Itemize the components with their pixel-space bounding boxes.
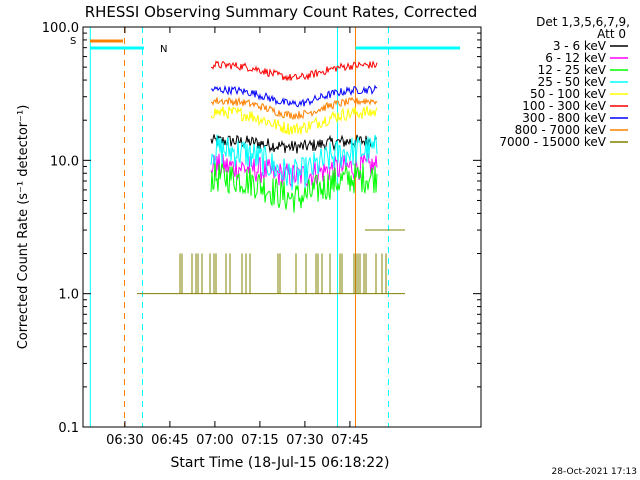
y-tick-label: 1.0 xyxy=(58,288,79,303)
legend-label: 6 - 12 keV xyxy=(545,51,607,65)
series-line xyxy=(210,60,378,82)
legend-label: 25 - 50 keV xyxy=(538,75,607,89)
flag-label: S xyxy=(70,36,76,47)
x-tick-label: 07:45 xyxy=(331,433,368,448)
legend-label: 100 - 300 keV xyxy=(522,99,606,113)
x-axis-label: Start Time (18-Jul-15 06:18:22) xyxy=(170,455,389,471)
y-axis: 100.0 10.0 1.0 0.1 xyxy=(42,21,481,436)
series-line xyxy=(210,96,378,121)
series-line xyxy=(210,105,378,136)
x-tick-label: 07:15 xyxy=(241,433,278,448)
legend-label: 3 - 6 keV xyxy=(553,39,607,53)
series-line xyxy=(210,134,378,154)
footer-timestamp: 28-Oct-2021 17:13 xyxy=(552,467,637,477)
legend-header-line-1: Det 1,3,5,6,7,9, xyxy=(536,15,630,29)
chart-title: RHESSI Observing Summary Count Rates, Co… xyxy=(85,3,478,21)
plot-content: SN xyxy=(70,27,460,427)
legend-label: 800 - 7000 keV xyxy=(515,123,607,137)
x-tick-label: 06:45 xyxy=(151,433,188,448)
legend-label: 7000 - 15000 keV xyxy=(499,135,606,149)
series-line xyxy=(210,161,378,213)
y-tick-label: 10.0 xyxy=(50,154,79,169)
plot-frame xyxy=(82,26,482,428)
legend-label: 50 - 100 keV xyxy=(530,87,607,101)
y-axis-label: Corrected Count Rate (s⁻¹ detector⁻¹) xyxy=(16,105,31,350)
flag-label: N xyxy=(160,44,167,55)
x-axis: 06:30 06:45 07:00 07:15 07:30 07:45 xyxy=(106,27,369,448)
y-tick-label: 0.1 xyxy=(58,421,79,436)
y-tick-label: 100.0 xyxy=(42,21,79,36)
series-line xyxy=(210,84,378,108)
legend-header-line-2: Att 0 xyxy=(597,27,626,41)
legend-label: 12 - 25 keV xyxy=(538,63,607,77)
legend-label: 300 - 800 keV xyxy=(522,111,606,125)
series-line xyxy=(210,134,378,191)
x-tick-label: 07:30 xyxy=(286,433,323,448)
x-tick-label: 06:30 xyxy=(106,433,143,448)
x-tick-label: 07:00 xyxy=(196,433,233,448)
